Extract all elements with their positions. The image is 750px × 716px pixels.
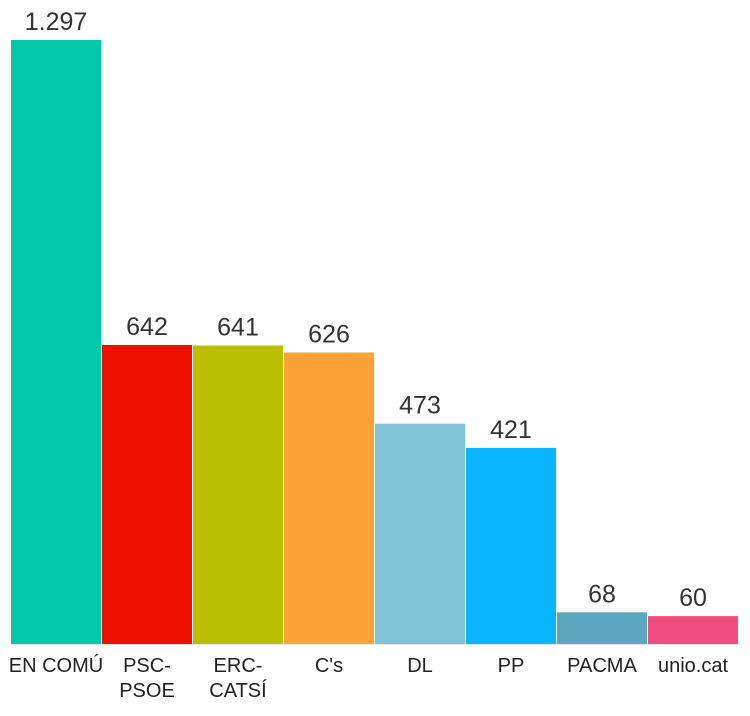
category-label-0: EN COMÚ: [9, 654, 103, 677]
bar-7: [648, 616, 738, 644]
bar-2: [193, 345, 283, 644]
value-labels-group: 1.297 642 641 626 473 421 68 60: [25, 8, 707, 612]
value-label-5: 421: [490, 416, 532, 444]
bar-1: [102, 345, 192, 644]
category-label-2: ERC-CATSÍ: [209, 655, 267, 702]
bar-4: [375, 423, 465, 644]
value-label-3: 626: [308, 321, 350, 349]
bar-0: [11, 40, 101, 644]
category-label-6: PACMA: [567, 655, 637, 677]
category-label-5: PP: [498, 655, 525, 677]
bar-5: [466, 447, 556, 644]
category-label-4: DL: [407, 655, 433, 677]
category-label-1-line-1: PSOE: [119, 680, 175, 702]
category-label-3-line-0: C's: [315, 655, 343, 677]
value-label-7: 60: [679, 584, 707, 612]
category-label-2-line-0: ERC-: [214, 655, 263, 677]
category-label-6-line-0: PACMA: [567, 655, 637, 677]
category-label-3: C's: [315, 655, 343, 677]
value-label-0: 1.297: [25, 8, 88, 36]
category-labels-group: EN COMÚ PSC- PSOE ERC-CATSÍ C's DL PP PACMA unio…: [9, 654, 729, 702]
bars-group: [11, 40, 738, 644]
category-label-1: PSC- PSOE: [119, 655, 175, 702]
category-label-7-line-0: unio.cat: [658, 655, 728, 677]
category-label-1-line-0: PSC-: [123, 655, 171, 677]
category-label-2-line-1: CATSÍ: [209, 679, 267, 702]
value-label-6: 68: [588, 580, 616, 608]
category-label-7: unio.cat: [658, 655, 728, 677]
category-label-0-line-0: EN COMÚ: [9, 654, 103, 677]
bar-6: [557, 612, 647, 644]
value-label-4: 473: [399, 392, 441, 420]
value-label-2: 641: [217, 314, 259, 342]
bar-3: [284, 352, 374, 644]
category-label-4-line-0: DL: [407, 655, 433, 677]
category-label-5-line-0: PP: [498, 655, 525, 677]
value-label-1: 642: [126, 313, 168, 341]
